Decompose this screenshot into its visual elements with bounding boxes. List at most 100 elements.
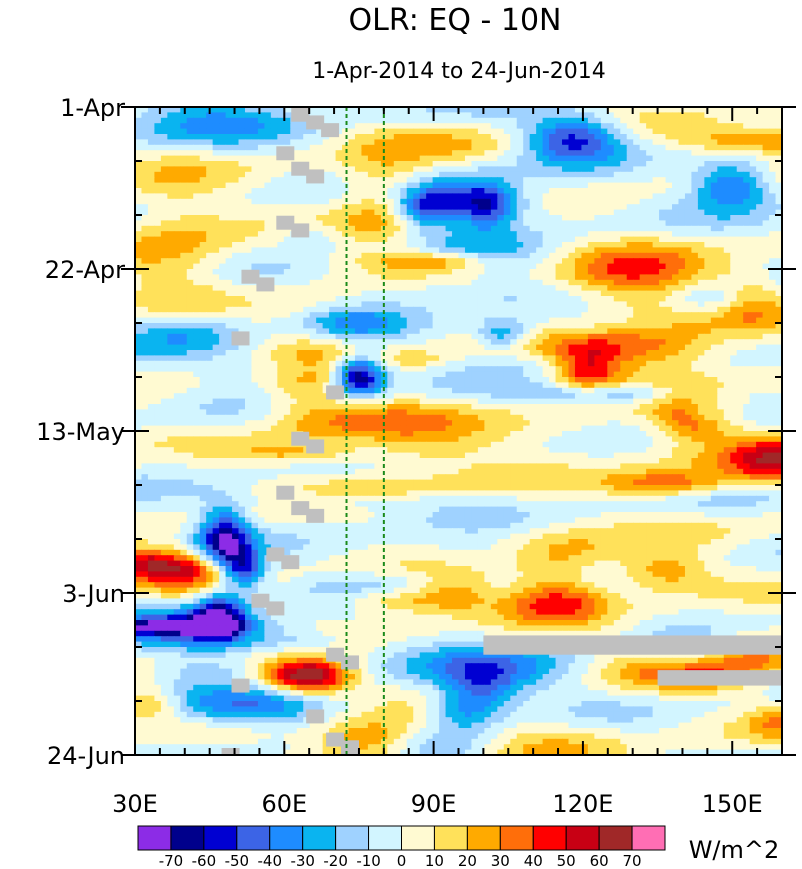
heatmap-cell xyxy=(296,123,304,130)
heatmap-cell xyxy=(626,360,634,367)
heatmap-cell xyxy=(555,339,563,346)
heatmap-cell xyxy=(406,306,414,313)
heatmap-cell xyxy=(400,155,408,162)
heatmap-cell xyxy=(536,360,544,367)
heatmap-cell xyxy=(620,350,628,356)
heatmap-cell xyxy=(477,128,485,135)
heatmap-cell xyxy=(342,123,350,130)
heatmap-cell xyxy=(264,225,272,232)
heatmap-cell xyxy=(290,198,298,205)
heatmap-cell xyxy=(303,247,311,254)
heatmap-cell xyxy=(477,360,485,367)
heatmap-cell xyxy=(270,139,278,146)
heatmap-cell xyxy=(574,204,583,211)
heatmap-cell xyxy=(503,269,511,275)
heatmap-cell xyxy=(458,112,466,119)
heatmap-cell xyxy=(684,198,693,205)
heatmap-cell xyxy=(160,247,168,254)
heatmap-cell xyxy=(160,258,168,265)
heatmap-cell xyxy=(393,123,401,130)
heatmap-cell xyxy=(691,177,699,184)
heatmap-cell xyxy=(652,242,660,248)
heatmap-cell xyxy=(232,252,240,259)
heatmap-cell xyxy=(147,193,156,200)
heatmap-cell xyxy=(529,198,537,205)
heatmap-cell xyxy=(516,333,524,340)
heatmap-cell xyxy=(400,112,408,119)
heatmap-cell xyxy=(633,252,641,259)
heatmap-cell xyxy=(400,323,408,329)
heatmap-cell xyxy=(769,112,777,119)
heatmap-cell xyxy=(633,296,641,302)
heatmap-cell xyxy=(678,344,686,351)
heatmap-cell xyxy=(620,285,628,292)
heatmap-cell xyxy=(678,182,686,189)
heatmap-cell xyxy=(154,177,162,184)
heatmap-cell xyxy=(620,333,628,340)
heatmap-cell xyxy=(659,215,667,221)
heatmap-cell xyxy=(167,328,175,335)
heatmap-cell xyxy=(406,269,414,275)
heatmap-cell xyxy=(471,355,479,362)
heatmap-cell xyxy=(173,225,181,232)
heatmap-cell xyxy=(147,301,156,308)
heatmap-cell xyxy=(697,274,705,281)
heatmap-cell xyxy=(387,279,395,286)
heatmap-cell xyxy=(380,339,388,346)
heatmap-cell xyxy=(251,139,259,146)
heatmap-cell xyxy=(697,107,705,113)
heatmap-cell xyxy=(199,366,207,373)
heatmap-cell xyxy=(542,123,550,130)
heatmap-cell xyxy=(186,193,194,200)
heatmap-cell xyxy=(393,107,401,113)
heatmap-cell xyxy=(432,269,440,275)
heatmap-cell xyxy=(659,198,667,205)
heatmap-cell xyxy=(445,117,453,124)
heatmap-cell xyxy=(736,236,744,243)
heatmap-cell xyxy=(296,333,304,340)
heatmap-cell xyxy=(335,247,343,254)
heatmap-cell xyxy=(173,252,181,259)
heatmap-cell xyxy=(439,252,447,259)
heatmap-cell xyxy=(257,225,265,232)
heatmap-cell xyxy=(562,177,570,184)
heatmap-cell xyxy=(536,274,544,281)
heatmap-cell xyxy=(225,198,233,205)
heatmap-cell xyxy=(600,171,608,178)
heatmap-cell xyxy=(212,317,220,324)
heatmap-cell xyxy=(536,344,544,351)
heatmap-cell xyxy=(141,193,149,200)
heatmap-cell xyxy=(684,171,693,178)
heatmap-cell xyxy=(697,236,705,243)
heatmap-cell xyxy=(613,296,621,302)
heatmap-cell xyxy=(232,204,240,211)
heatmap-cell xyxy=(587,296,595,302)
heatmap-cell xyxy=(587,323,595,329)
heatmap-cell xyxy=(587,252,595,259)
heatmap-cell xyxy=(329,236,337,243)
heatmap-cell xyxy=(154,236,162,243)
heatmap-cell xyxy=(413,279,421,286)
heatmap-cell xyxy=(400,274,408,281)
heatmap-cell xyxy=(135,107,143,113)
heatmap-cell xyxy=(490,285,498,292)
heatmap-cell xyxy=(367,155,375,162)
heatmap-cell xyxy=(639,209,647,216)
heatmap-cell xyxy=(594,344,602,351)
heatmap-cell xyxy=(587,312,595,319)
heatmap-cell xyxy=(270,269,278,275)
heatmap-cell xyxy=(270,279,278,286)
heatmap-cell xyxy=(439,258,447,265)
heatmap-cell xyxy=(387,209,395,216)
heatmap-cell xyxy=(296,312,304,319)
heatmap-cell xyxy=(212,204,220,211)
heatmap-cell xyxy=(212,301,220,308)
heatmap-cell xyxy=(329,215,337,221)
heatmap-cell xyxy=(497,269,505,275)
heatmap-cell xyxy=(316,204,324,211)
heatmap-cell xyxy=(147,177,156,184)
heatmap-cell xyxy=(568,258,576,265)
heatmap-cell xyxy=(167,306,175,313)
heatmap-cell xyxy=(684,285,693,292)
heatmap-cell xyxy=(251,355,259,362)
